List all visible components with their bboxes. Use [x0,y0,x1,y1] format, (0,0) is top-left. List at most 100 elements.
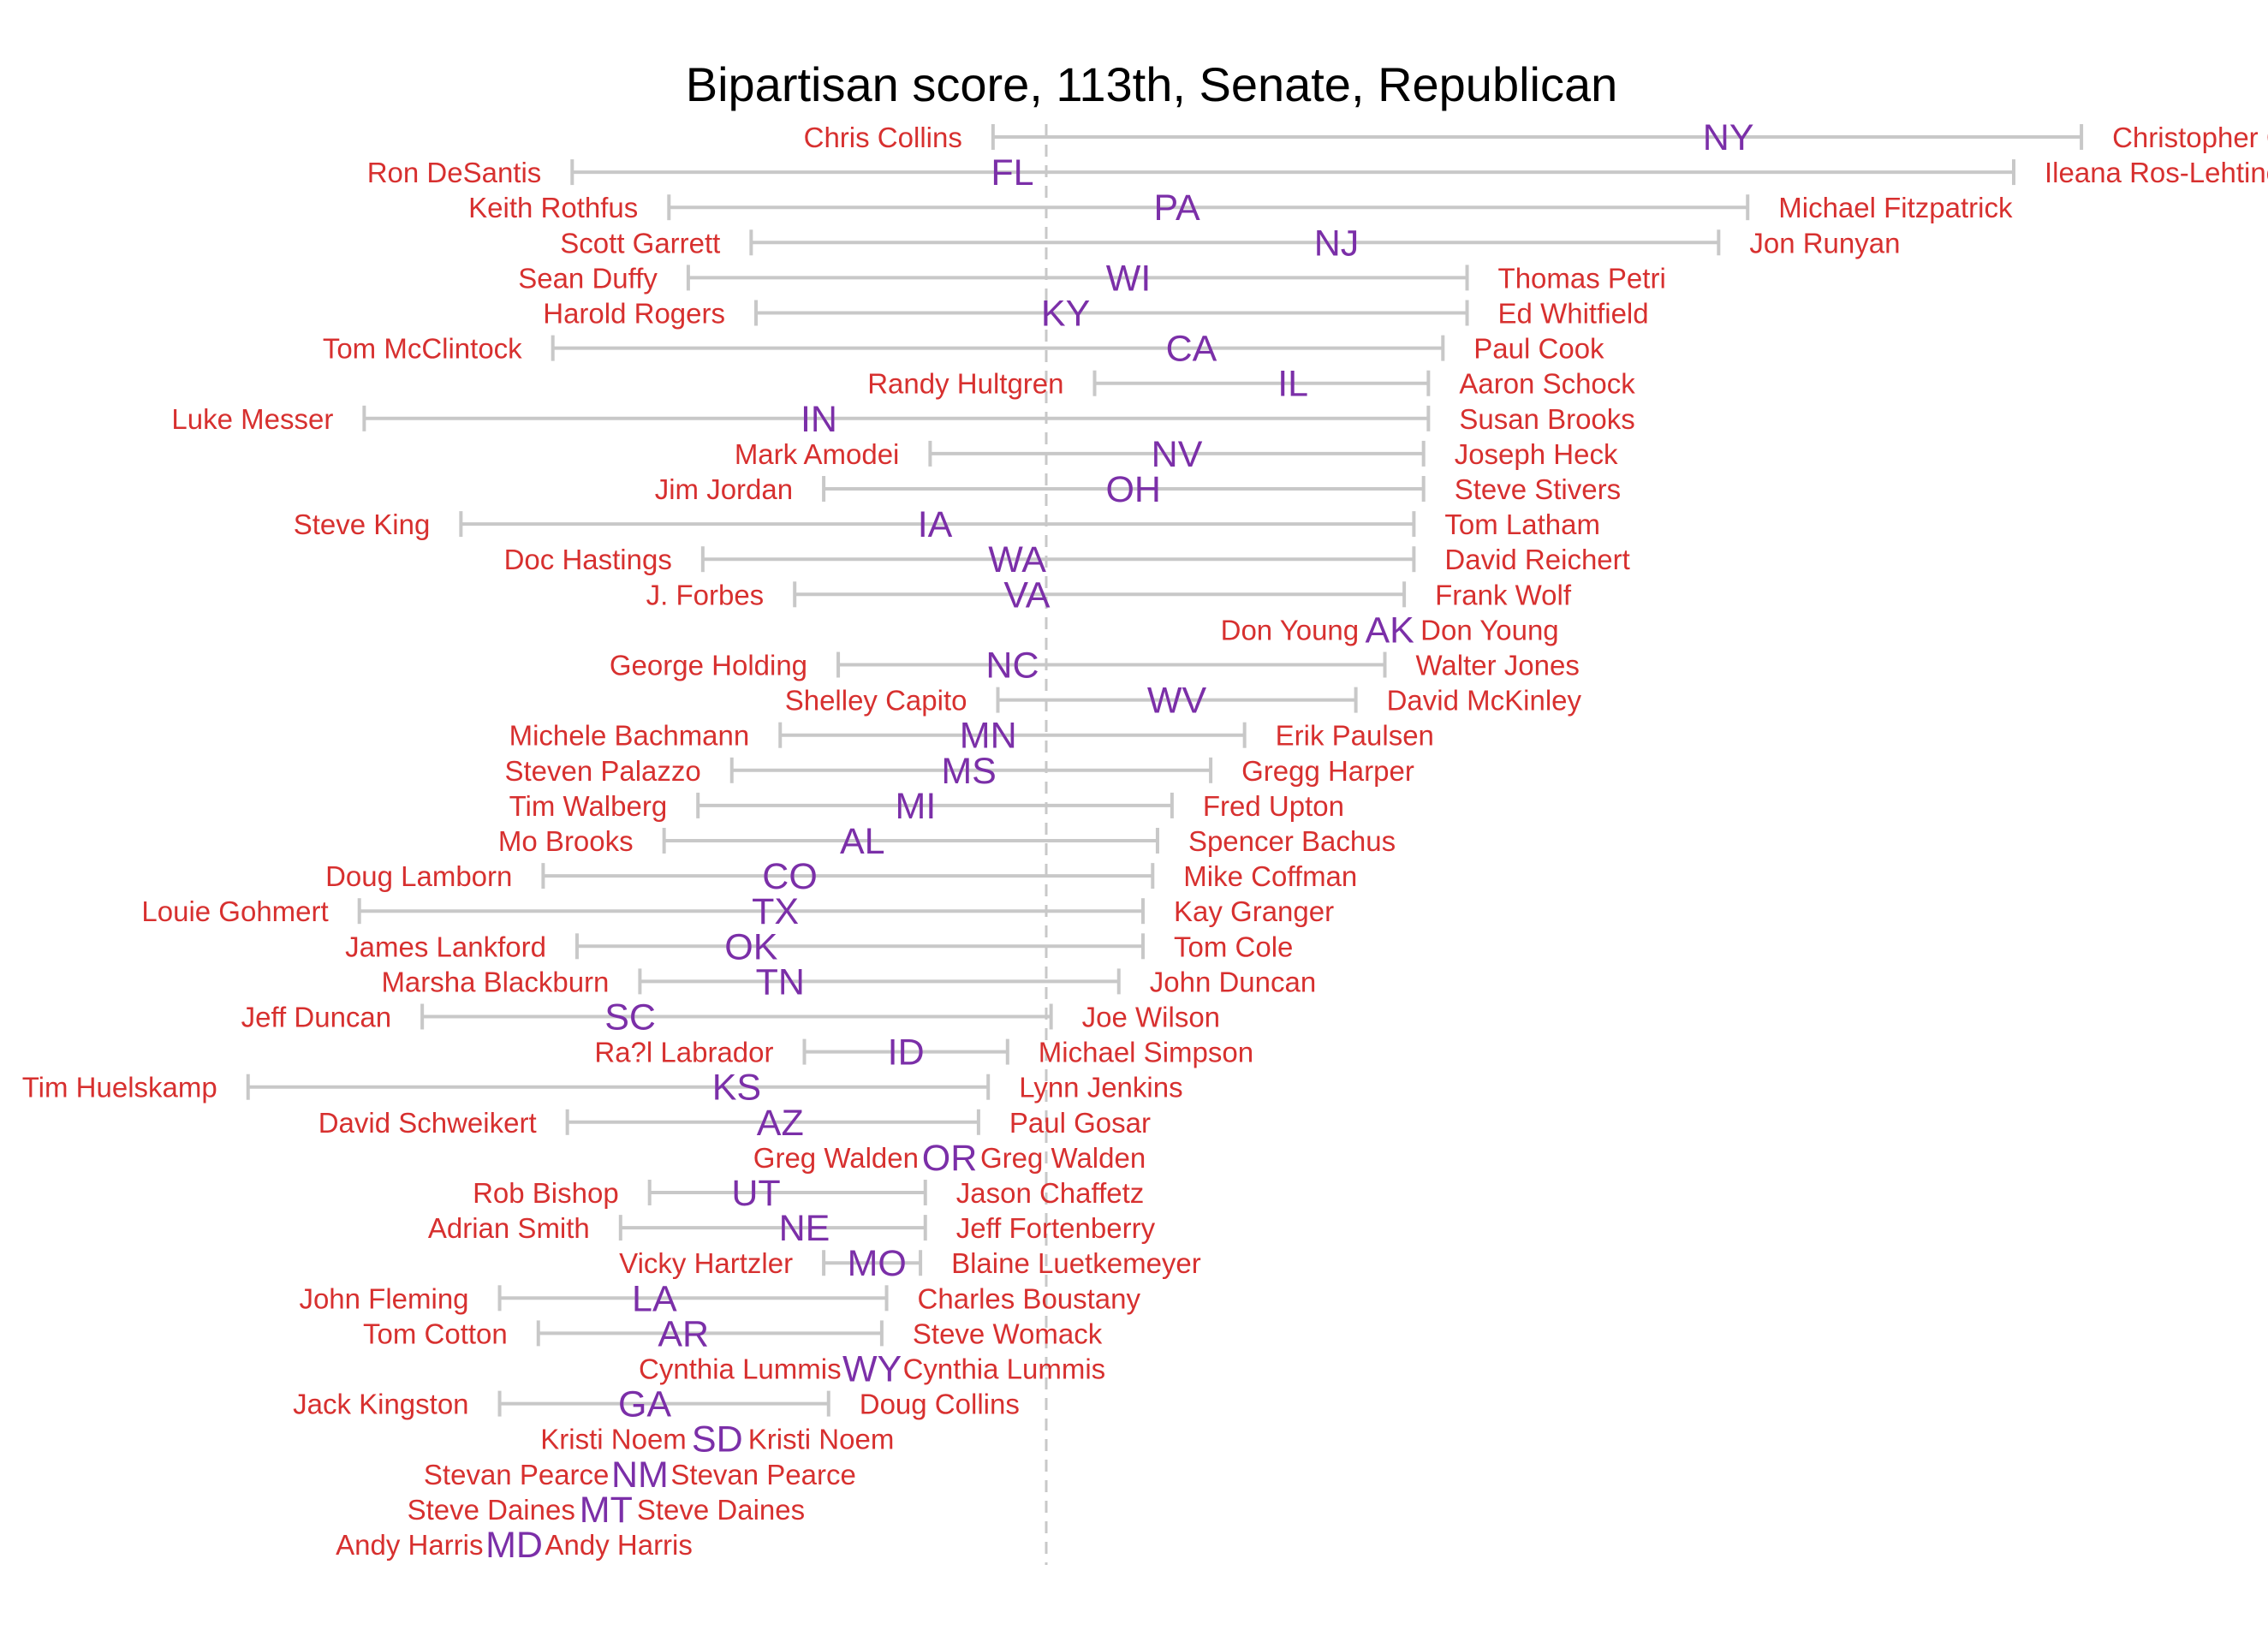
low-name-label-tn: Marsha Blackburn [381,966,609,997]
low-name-label-ak: Don Young [1221,614,1360,645]
high-name-label-sc: Joe Wilson [1082,1002,1220,1033]
high-name-label-ia: Tom Latham [1444,509,1600,540]
state-label-or: OR [922,1138,978,1179]
state-label-id: ID [888,1032,925,1074]
low-name-label-ny: Chris Collins [804,122,962,153]
state-label-wa: WA [988,539,1046,580]
high-name-label-ca: Paul Cook [1473,333,1604,365]
state-label-fl: FL [991,152,1033,193]
state-label-ga: GA [618,1384,671,1425]
state-label-az: AZ [757,1103,804,1144]
low-name-label-id: Ra?l Labrador [594,1037,773,1068]
high-name-label-mi: Fred Upton [1203,790,1344,822]
state-label-va: VA [1003,574,1050,616]
low-name-label-ne: Adrian Smith [428,1212,590,1244]
low-name-label-ca: Tom McClintock [323,333,522,365]
low-name-label-wv: Shelley Capito [785,685,967,717]
state-label-nv: NV [1152,434,1203,475]
high-name-label-az: Paul Gosar [1009,1107,1151,1139]
state-label-al: AL [840,821,885,862]
low-name-label-sc: Jeff Duncan [241,1002,392,1033]
state-label-ks: KS [712,1068,761,1109]
low-name-label-mi: Tim Walberg [509,790,668,822]
low-name-label-co: Doug Lamborn [325,860,512,892]
high-name-label-ky: Ed Whitfield [1498,298,1649,330]
high-name-label-ms: Gregg Harper [1241,755,1414,787]
state-label-in: IN [801,399,837,440]
high-name-label-va: Frank Wolf [1435,579,1572,610]
high-name-label-ks: Lynn Jenkins [1019,1072,1182,1104]
low-name-label-il: Randy Hultgren [867,368,1063,400]
high-name-label-wa: David Reichert [1444,544,1629,575]
state-label-md: MD [485,1525,543,1566]
high-name-label-nj: Jon Runyan [1749,227,1900,259]
high-name-label-oh: Steve Stivers [1455,473,1621,505]
low-name-label-in: Luke Messer [171,403,333,435]
high-name-label-ok: Tom Cole [1174,931,1293,962]
high-name-label-co: Mike Coffman [1183,860,1357,892]
high-name-label-or: Greg Walden [980,1142,1146,1174]
low-name-label-or: Greg Walden [753,1142,919,1174]
high-name-label-al: Spencer Bachus [1188,825,1396,857]
high-name-label-nv: Joseph Heck [1455,438,1618,470]
state-label-ny: NY [1703,117,1754,158]
state-label-tn: TN [756,961,805,1002]
high-name-label-fl: Ileana Ros-Lehtinen [2045,157,2268,188]
state-label-nm: NM [611,1455,669,1496]
state-label-ia: IA [918,504,953,545]
high-name-label-nm: Stevan Pearce [670,1459,855,1490]
high-name-label-mn: Erik Paulsen [1276,720,1434,752]
high-name-label-mo: Blaine Luetkemeyer [951,1247,1201,1279]
low-name-label-ok: James Lankford [345,931,546,962]
state-label-wi: WI [1106,258,1152,299]
high-name-label-il: Aaron Schock [1459,368,1635,400]
high-name-label-wy: Cynthia Lummis [903,1353,1106,1385]
state-label-nj: NJ [1314,223,1360,264]
high-name-label-sd: Kristi Noem [748,1424,895,1455]
state-label-ne: NE [779,1208,830,1249]
state-label-oh: OH [1105,469,1161,510]
high-name-label-nc: Walter Jones [1416,650,1580,681]
high-name-label-ar: Steve Womack [913,1318,1103,1349]
low-name-label-ky: Harold Rogers [543,298,725,330]
low-name-label-wi: Sean Duffy [518,262,658,294]
low-name-label-nc: George Holding [610,650,807,681]
state-label-ak: AK [1365,610,1414,651]
state-label-ky: KY [1041,294,1090,335]
low-name-label-wy: Cynthia Lummis [639,1353,842,1385]
low-name-label-ar: Tom Cotton [363,1318,508,1349]
high-name-label-md: Andy Harris [545,1529,693,1561]
state-label-ms: MS [941,751,997,792]
state-label-ut: UT [731,1173,780,1214]
state-label-sd: SD [692,1419,743,1460]
low-name-label-ut: Rob Bishop [473,1177,619,1209]
state-label-ar: AR [658,1313,709,1354]
state-label-mn: MN [960,716,1017,757]
state-label-pa: PA [1153,187,1199,229]
low-name-label-ia: Steve King [294,509,431,540]
state-rows: NY Chris Collins Christopher Gibs FL Ron DeS… [22,117,2268,1566]
state-label-il: IL [1277,364,1308,405]
low-name-label-sd: Kristi Noem [540,1424,687,1455]
low-name-label-nv: Mark Amodei [735,438,900,470]
high-name-label-ny: Christopher Gibs [2112,122,2268,153]
state-label-wy: WY [842,1349,902,1390]
state-label-mi: MI [896,786,937,827]
low-name-label-la: John Fleming [299,1282,468,1314]
high-name-label-wv: David McKinley [1387,685,1582,717]
low-name-label-mn: Michele Bachmann [509,720,750,752]
state-label-la: LA [632,1278,677,1319]
low-name-label-md: Andy Harris [336,1529,483,1561]
low-name-label-ks: Tim Huelskamp [22,1072,217,1104]
high-name-label-pa: Michael Fitzpatrick [1778,192,2013,223]
low-name-label-al: Mo Brooks [498,825,634,857]
low-name-label-pa: Keith Rothfus [468,192,638,223]
state-label-mt: MT [580,1490,633,1531]
high-name-label-tx: Kay Granger [1174,895,1334,927]
low-name-label-nj: Scott Garrett [560,227,720,259]
high-name-label-ut: Jason Chaffetz [956,1177,1145,1209]
high-name-label-wi: Thomas Petri [1498,262,1666,294]
high-name-label-tn: John Duncan [1150,966,1316,997]
low-name-label-mo: Vicky Hartzler [619,1247,793,1279]
